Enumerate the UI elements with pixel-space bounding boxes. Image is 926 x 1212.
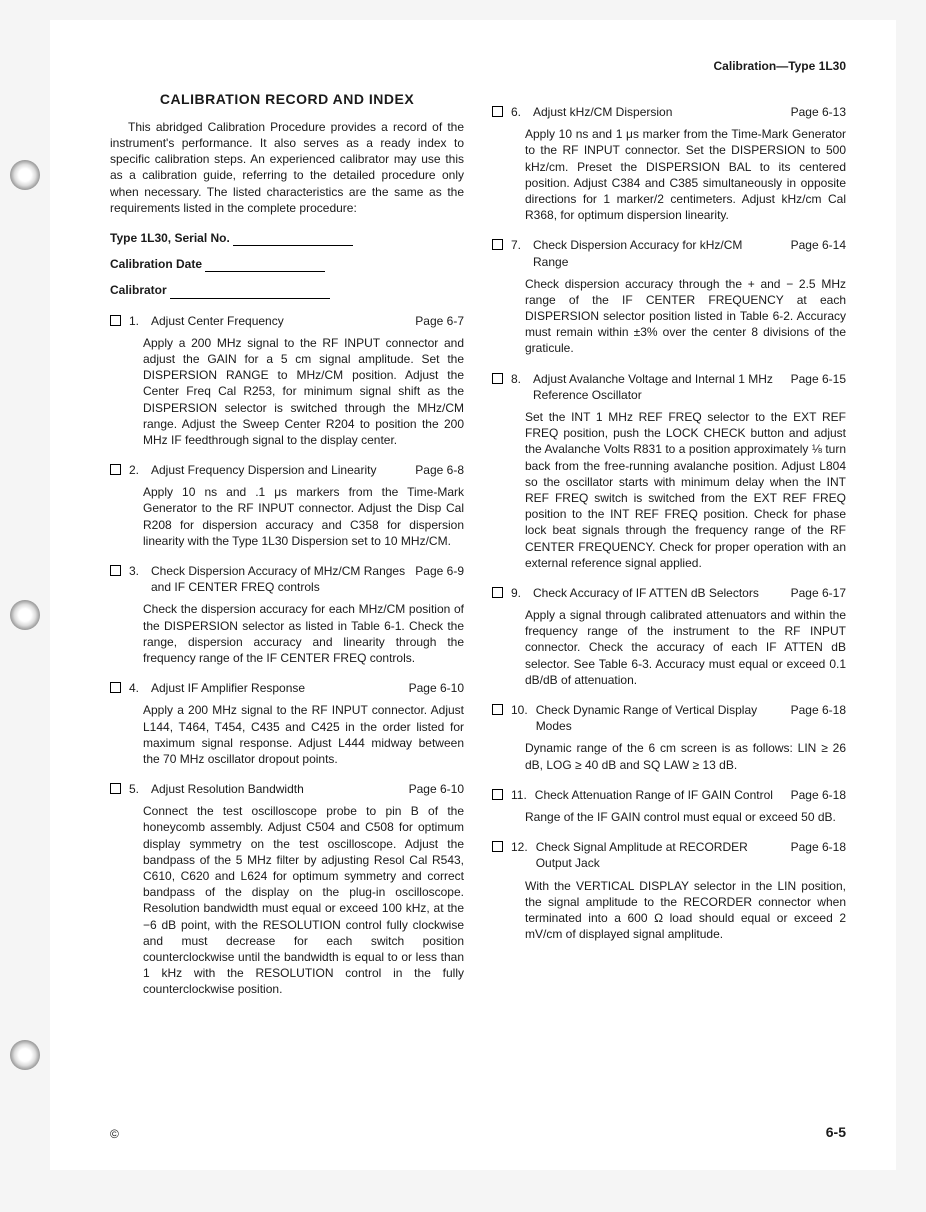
item-body: Connect the test oscilloscope probe to p… xyxy=(143,803,464,997)
item-number: 12. xyxy=(511,839,528,855)
item-page-ref: Page 6-17 xyxy=(781,585,846,601)
item-title: Check Accuracy of IF ATTEN dB Selectors xyxy=(533,585,781,601)
item-number: 1. xyxy=(129,313,143,329)
checkbox-icon[interactable] xyxy=(492,789,503,800)
item-number: 4. xyxy=(129,680,143,696)
item-title: Check Dispersion Accuracy for kHz/CM Ran… xyxy=(533,237,781,269)
item-number: 2. xyxy=(129,462,143,478)
checkbox-icon[interactable] xyxy=(110,783,121,794)
item-title: Adjust Center Frequency xyxy=(151,313,405,329)
checklist-item: 2. Adjust Frequency Dispersion and Linea… xyxy=(110,462,464,549)
checklist-item: 3. Check Dispersion Accuracy of MHz/CM R… xyxy=(110,563,464,666)
item-body: Apply a signal through calibrated attenu… xyxy=(525,607,846,688)
checklist-item: 10. Check Dynamic Range of Vertical Disp… xyxy=(492,702,846,773)
page-number: 6-5 xyxy=(826,1123,846,1142)
item-page-ref: Page 6-10 xyxy=(399,781,464,797)
checkbox-icon[interactable] xyxy=(110,315,121,326)
checklist-item: 5. Adjust Resolution Bandwidth Page 6-10… xyxy=(110,781,464,997)
item-page-ref: Page 6-18 xyxy=(781,787,846,803)
checklist-item: 1. Adjust Center Frequency Page 6-7 Appl… xyxy=(110,313,464,449)
checklist-item: 9. Check Accuracy of IF ATTEN dB Selecto… xyxy=(492,585,846,688)
checkbox-icon[interactable] xyxy=(492,704,503,715)
item-page-ref: Page 6-14 xyxy=(781,237,846,269)
item-number: 6. xyxy=(511,104,525,120)
checkbox-icon[interactable] xyxy=(110,464,121,475)
item-title: Adjust kHz/CM Dispersion xyxy=(533,104,781,120)
item-body: Range of the IF GAIN control must equal … xyxy=(525,809,846,825)
section-title: CALIBRATION RECORD AND INDEX xyxy=(110,90,464,109)
item-title: Check Signal Amplitude at RECORDER Outpu… xyxy=(536,839,781,871)
two-column-layout: CALIBRATION RECORD AND INDEX This abridg… xyxy=(110,90,846,1004)
form-calibrator: Calibrator xyxy=(110,282,464,298)
item-title: Check Dynamic Range of Vertical Display … xyxy=(536,702,781,734)
item-title: Adjust Frequency Dispersion and Linearit… xyxy=(151,462,405,478)
checklist-item: 12. Check Signal Amplitude at RECORDER O… xyxy=(492,839,846,942)
item-number: 5. xyxy=(129,781,143,797)
item-body: Apply 10 ns and 1 μs marker from the Tim… xyxy=(525,126,846,223)
item-page-ref: Page 6-15 xyxy=(781,371,846,403)
document-page: Calibration—Type 1L30 CALIBRATION RECORD… xyxy=(50,20,896,1170)
page-header: Calibration—Type 1L30 xyxy=(714,58,846,74)
item-title: Adjust Avalanche Voltage and Internal 1 … xyxy=(533,371,781,403)
item-page-ref: Page 6-8 xyxy=(405,462,464,478)
item-page-ref: Page 6-13 xyxy=(781,104,846,120)
item-title: Adjust IF Amplifier Response xyxy=(151,680,399,696)
item-page-ref: Page 6-18 xyxy=(781,702,846,734)
item-page-ref: Page 6-9 xyxy=(405,563,464,595)
item-number: 7. xyxy=(511,237,525,253)
item-number: 9. xyxy=(511,585,525,601)
checklist-item: 6. Adjust kHz/CM Dispersion Page 6-13 Ap… xyxy=(492,104,846,223)
item-title: Check Attenuation Range of IF GAIN Contr… xyxy=(535,787,781,803)
checkbox-icon[interactable] xyxy=(110,565,121,576)
item-body: Check the dispersion accuracy for each M… xyxy=(143,601,464,666)
checkbox-icon[interactable] xyxy=(492,587,503,598)
item-body: Apply a 200 MHz signal to the RF INPUT c… xyxy=(143,702,464,767)
checklist-item: 8. Adjust Avalanche Voltage and Internal… xyxy=(492,371,846,571)
binder-hole xyxy=(10,1040,40,1070)
item-body: With the VERTICAL DISPLAY selector in th… xyxy=(525,878,846,943)
right-column: 6. Adjust kHz/CM Dispersion Page 6-13 Ap… xyxy=(492,90,846,1004)
binder-hole xyxy=(10,160,40,190)
form-serial: Type 1L30, Serial No. xyxy=(110,230,464,246)
checklist-item: 4. Adjust IF Amplifier Response Page 6-1… xyxy=(110,680,464,767)
item-body: Dynamic range of the 6 cm screen is as f… xyxy=(525,740,846,772)
checklist-item: 11. Check Attenuation Range of IF GAIN C… xyxy=(492,787,846,825)
checkbox-icon[interactable] xyxy=(492,239,503,250)
item-title: Check Dispersion Accuracy of MHz/CM Rang… xyxy=(151,563,405,595)
item-body: Apply 10 ns and .1 μs markers from the T… xyxy=(143,484,464,549)
left-column: CALIBRATION RECORD AND INDEX This abridg… xyxy=(110,90,464,1004)
item-page-ref: Page 6-18 xyxy=(781,839,846,871)
checkbox-icon[interactable] xyxy=(492,841,503,852)
item-number: 3. xyxy=(129,563,143,579)
intro-paragraph: This abridged Calibration Procedure prov… xyxy=(110,119,464,216)
checklist-item: 7. Check Dispersion Accuracy for kHz/CM … xyxy=(492,237,846,356)
item-title: Adjust Resolution Bandwidth xyxy=(151,781,399,797)
form-date: Calibration Date xyxy=(110,256,464,272)
item-body: Apply a 200 MHz signal to the RF INPUT c… xyxy=(143,335,464,448)
binder-hole xyxy=(10,600,40,630)
item-page-ref: Page 6-7 xyxy=(405,313,464,329)
checkbox-icon[interactable] xyxy=(492,373,503,384)
checkbox-icon[interactable] xyxy=(492,106,503,117)
copyright-mark: © xyxy=(110,1126,119,1142)
item-number: 8. xyxy=(511,371,525,387)
item-body: Check dispersion accuracy through the + … xyxy=(525,276,846,357)
checkbox-icon[interactable] xyxy=(110,682,121,693)
item-number: 10. xyxy=(511,702,528,718)
item-number: 11. xyxy=(511,787,527,803)
item-body: Set the INT 1 MHz REF FREQ selector to t… xyxy=(525,409,846,571)
item-page-ref: Page 6-10 xyxy=(399,680,464,696)
